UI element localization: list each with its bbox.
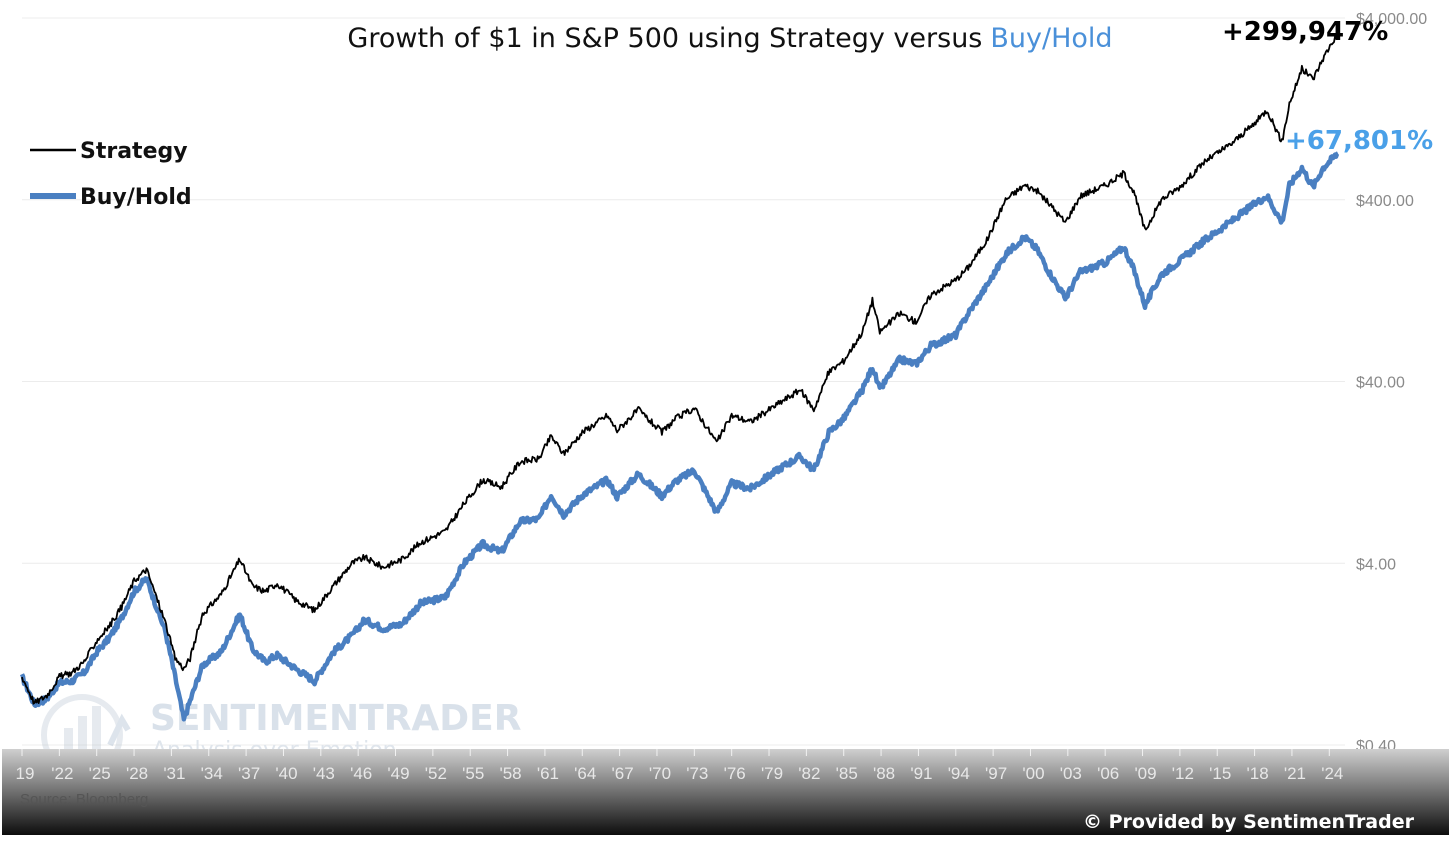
- x-tick-label: '85: [836, 764, 858, 783]
- x-tick-label: '91: [910, 764, 932, 783]
- series-layer: [19, 35, 1340, 722]
- x-tick-label: '37: [238, 764, 260, 783]
- x-tick-label: '43: [313, 764, 335, 783]
- y-axis: $0.40$4.00$40.00$400.00$4,000.00: [1356, 11, 1427, 755]
- end-label-buyhold: +67,801%: [1285, 126, 1433, 156]
- credit-text: © Provided by SentimenTrader: [1083, 811, 1415, 833]
- x-tick-label: '28: [126, 764, 148, 783]
- footer-band: [2, 749, 1449, 835]
- x-tick-label: '79: [761, 764, 783, 783]
- x-tick-label: '55: [462, 764, 484, 783]
- x-tick-label: '61: [537, 764, 559, 783]
- legend: Strategy Buy/Hold: [30, 139, 192, 210]
- x-tick-label: '40: [275, 764, 297, 783]
- watermark-brand: SENTIMENTRADER: [150, 698, 521, 739]
- gridlines: [22, 17, 1345, 746]
- x-tick-label: '31: [163, 764, 185, 783]
- chart-title: Growth of $1 in S&P 500 using Strategy v…: [347, 23, 1112, 54]
- y-tick-label: $4,000.00: [1356, 11, 1427, 28]
- x-tick-label: '49: [387, 764, 409, 783]
- x-tick-label: '09: [1134, 764, 1156, 783]
- x-tick-label: '70: [649, 764, 671, 783]
- y-tick-label: $400.00: [1356, 193, 1414, 210]
- x-tick-label: '06: [1097, 764, 1119, 783]
- x-tick-label: '58: [499, 764, 521, 783]
- y-tick-label: $40.00: [1356, 375, 1405, 392]
- chart-title-highlight: Buy/Hold: [990, 23, 1112, 54]
- x-tick-label: '64: [574, 764, 596, 783]
- series-line-buyhold: [19, 151, 1340, 722]
- x-tick-label: '76: [724, 764, 746, 783]
- x-tick-label: '34: [201, 764, 223, 783]
- x-tick-label: '21: [1284, 764, 1306, 783]
- x-axis: 19 '22 '25 '28 '31 '34 '37 '40 '43 '46 '49 '52 '55 '5…: [16, 749, 1343, 783]
- x-tick-label: '15: [1209, 764, 1231, 783]
- x-tick-label: '03: [1060, 764, 1082, 783]
- x-tick-label: 19: [16, 764, 35, 783]
- legend-label-buyhold: Buy/Hold: [80, 185, 192, 210]
- x-tick-label: '88: [873, 764, 895, 783]
- x-tick-label: '67: [612, 764, 634, 783]
- x-tick-label: '52: [425, 764, 447, 783]
- chart-title-main: Growth of $1 in S&P 500 using Strategy v…: [347, 23, 982, 54]
- x-tick-label: '73: [686, 764, 708, 783]
- series-line-strategy: [21, 35, 1339, 705]
- x-tick-label: '46: [350, 764, 372, 783]
- x-tick-label: '94: [948, 764, 970, 783]
- source-note: Source: Bloomberg: [20, 791, 148, 808]
- x-tick-label: '97: [985, 764, 1007, 783]
- x-tick-label: '00: [1022, 764, 1044, 783]
- x-tick-label: '82: [798, 764, 820, 783]
- x-tick-label: '24: [1321, 764, 1343, 783]
- end-label-strategy: +299,947%: [1222, 17, 1388, 47]
- x-tick-label: '18: [1247, 764, 1269, 783]
- x-tick-label: '25: [89, 764, 111, 783]
- x-tick-label: '22: [51, 764, 73, 783]
- y-tick-label: $4.00: [1356, 556, 1396, 573]
- x-tick-label: '12: [1172, 764, 1194, 783]
- legend-label-strategy: Strategy: [80, 139, 188, 164]
